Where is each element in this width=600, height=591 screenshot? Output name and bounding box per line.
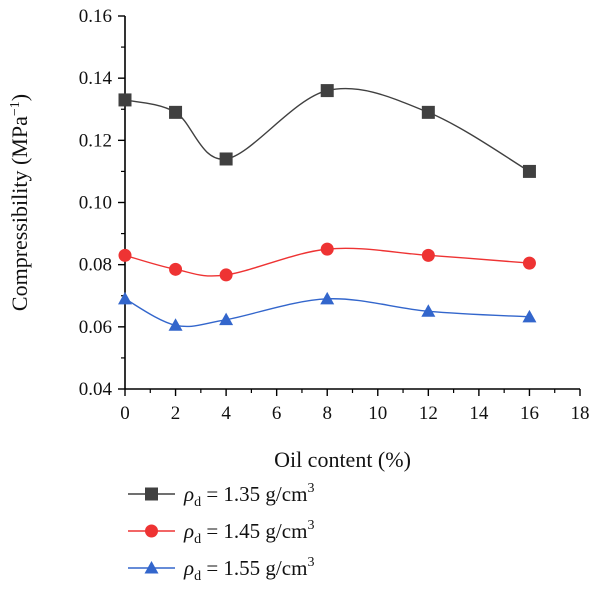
- legend-marker: [144, 561, 159, 574]
- y-tick-label: 0.10: [79, 193, 112, 214]
- data-point: [168, 318, 183, 331]
- data-point: [421, 105, 435, 119]
- x-tick-label: 16: [520, 403, 539, 424]
- legend-marker: [145, 524, 158, 538]
- data-point: [320, 291, 335, 305]
- data-point: [522, 309, 537, 323]
- x-tick-label: 2: [171, 403, 181, 424]
- x-tick-label: 12: [419, 403, 438, 424]
- data-point: [522, 256, 536, 270]
- x-tick-label: 18: [571, 403, 590, 424]
- data-point: [169, 262, 183, 276]
- y-tick-label: 0.12: [79, 130, 112, 151]
- data-point: [118, 291, 132, 305]
- y-tick-label: 0.16: [79, 6, 112, 27]
- y-axis-title: Compressibility (MPa−1): [7, 94, 32, 311]
- data-point: [219, 268, 233, 282]
- x-tick-label: 14: [469, 403, 489, 424]
- x-tick-label: 10: [368, 403, 387, 424]
- x-tick-label: 8: [322, 403, 332, 424]
- data-point: [522, 164, 536, 178]
- legend-item-0: ρd = 1.35 g/cm3: [128, 481, 314, 510]
- data-point: [169, 105, 183, 119]
- y-tick-label: 0.04: [79, 379, 113, 400]
- series-2: [118, 291, 537, 331]
- data-point: [219, 152, 233, 166]
- data-point: [118, 248, 132, 262]
- data-point: [219, 312, 234, 326]
- y-tick-label: 0.08: [79, 255, 112, 276]
- data-point: [320, 242, 334, 256]
- data-point: [421, 304, 436, 317]
- data-point: [320, 84, 334, 98]
- y-tick-label: 0.06: [79, 317, 112, 338]
- x-tick-label: 0: [120, 403, 130, 424]
- legend-marker: [145, 487, 158, 501]
- y-tick-label: 0.14: [79, 68, 113, 89]
- x-tick-label: 6: [272, 403, 282, 424]
- series-line: [124, 87, 530, 173]
- legend-item-1: ρd = 1.45 g/cm3: [128, 518, 314, 547]
- data-point: [118, 93, 132, 107]
- legend-item-2: ρd = 1.55 g/cm3: [128, 555, 314, 584]
- legend-label: ρd = 1.35 g/cm3: [183, 481, 314, 510]
- x-tick-label: 4: [221, 403, 231, 424]
- legend-label: ρd = 1.55 g/cm3: [183, 555, 314, 584]
- series-1: [118, 242, 536, 282]
- x-axis-title: Oil content (%): [274, 447, 411, 472]
- legend-label: ρd = 1.45 g/cm3: [183, 518, 314, 547]
- data-point: [421, 248, 435, 262]
- series-0: [118, 84, 536, 178]
